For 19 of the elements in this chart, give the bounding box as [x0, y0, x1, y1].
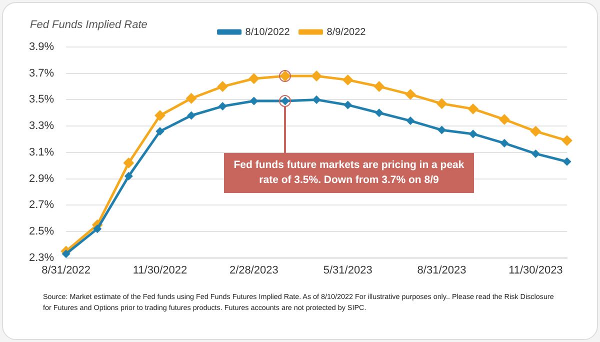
x-tick-label: 8/31/2023	[417, 264, 466, 276]
x-tick-label: 2/28/2023	[229, 264, 278, 276]
y-tick-label: 3.7%	[28, 67, 54, 80]
legend-label: 8/9/2022	[326, 26, 366, 38]
y-tick-label: 2.7%	[28, 199, 54, 212]
y-tick-label: 2.5%	[28, 225, 54, 238]
legend-label: 8/10/2022	[245, 26, 290, 38]
chart-title: Fed Funds Implied Rate	[30, 19, 148, 31]
y-tick-label: 3.9%	[28, 41, 54, 54]
y-tick-label: 2.9%	[28, 172, 54, 185]
x-tick-label: 8/31/2022	[42, 264, 91, 276]
x-tick-label: 11/30/2023	[508, 264, 563, 276]
y-tick-label: 3.5%	[28, 94, 54, 106]
y-tick-label: 2.3%	[28, 252, 54, 264]
annotation: Fed funds future markets are pricing in a peak rate of 3.5%. Down from 3.7% on 8/9	[224, 153, 474, 193]
y-tick-label: 3.3%	[28, 120, 54, 132]
x-tick-label: 11/30/2022	[132, 264, 188, 276]
x-tick-label: 5/31/2023	[323, 264, 372, 276]
y-tick-label: 3.1%	[28, 146, 54, 158]
